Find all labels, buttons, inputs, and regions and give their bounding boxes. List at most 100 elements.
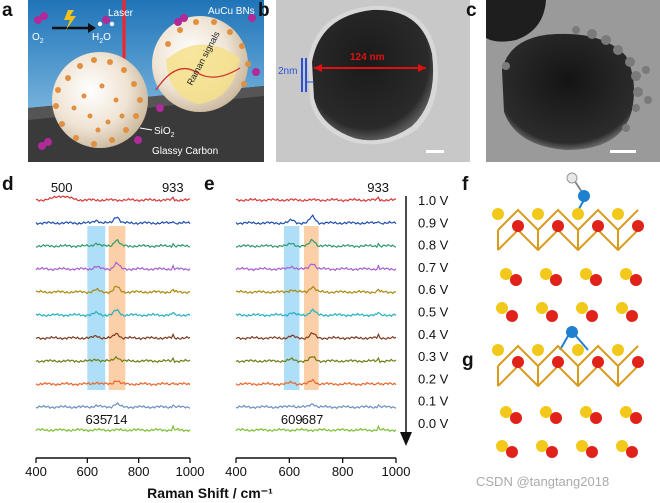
scale-bar [426, 150, 444, 153]
panel-label-c: c [466, 0, 477, 21]
sio2-label: SiO2 [154, 126, 175, 139]
panel-f [478, 170, 660, 330]
highlight-band [284, 226, 300, 390]
x-tick-label: 400 [25, 464, 47, 479]
series-line-10V [35, 195, 191, 203]
voltage-label: 0.3 V [418, 349, 449, 364]
nanoparticle [312, 9, 434, 141]
series-line-00V [235, 424, 397, 433]
gold-atoms [492, 344, 632, 452]
series-line-06V [35, 285, 191, 295]
panel-g [478, 320, 660, 470]
x-axis-label: Raman Shift / cm⁻¹ [147, 485, 273, 501]
crystal-model-g [492, 326, 644, 458]
surface-lattice [497, 344, 639, 388]
panel-label-f: f [462, 174, 469, 195]
series-line-03V [235, 356, 397, 364]
copper-atoms [506, 220, 644, 322]
o2-molecule-icon [34, 16, 42, 24]
series-line-05V [235, 308, 397, 318]
peak-label: 635 [85, 412, 107, 427]
panel-b: 124 nm 2nm [276, 0, 470, 162]
peak-label: 687 [302, 412, 324, 427]
x-tick-label: 400 [225, 464, 247, 479]
voltage-label: 0.6 V [418, 282, 449, 297]
voltage-label: 0.1 V [418, 394, 449, 409]
series-line-07V [35, 261, 191, 272]
voltage-label: 0.2 V [418, 371, 449, 386]
panel-label-d: d [2, 174, 14, 195]
series-line-03V [35, 355, 191, 364]
highlight-band [87, 226, 106, 390]
x-tick-label: 600 [76, 464, 98, 479]
series-line-01V [35, 401, 191, 410]
watermark: CSDN @tangtang2018 [476, 474, 610, 489]
series-line-09V [235, 214, 397, 226]
hydrogen-atom [566, 172, 578, 184]
x-tick-label: 600 [278, 464, 300, 479]
nanoparticle-cluster [502, 33, 634, 150]
x-tick-label: 1000 [382, 464, 411, 479]
panel-c [486, 0, 660, 162]
diameter-label: 124 nm [350, 52, 385, 63]
bns-sphere-large [52, 52, 148, 148]
series-line-09V [35, 216, 191, 226]
voltage-label: 0.8 V [418, 238, 449, 253]
series-line-05V [35, 308, 191, 318]
shell-thickness-label: 2nm [278, 66, 297, 77]
series-line-04V [35, 332, 191, 341]
h2o-molecule-icon [102, 16, 110, 24]
copper-atoms [506, 356, 644, 458]
voltage-label: 0.0 V [418, 416, 449, 431]
lightning-icon [64, 10, 76, 30]
schematic-illustration: O2 H2O Laser AuCu BNs Raman signals SiO2… [28, 0, 264, 162]
panel-a: O2 H2O Laser AuCu BNs Raman signals SiO2… [28, 0, 264, 162]
panel-label-b: b [258, 0, 270, 21]
surface-lattice [497, 208, 639, 252]
x-tick-label: 800 [332, 464, 354, 479]
series-line-02V [235, 378, 397, 387]
crystal-model-f [492, 172, 644, 322]
voltage-label: 0.9 V [418, 215, 449, 230]
tem-image-c [486, 0, 660, 162]
spectrum-panel-e: 400 600 800 1000 609 687 933 [225, 180, 410, 479]
raman-signal-wave [155, 67, 241, 91]
voltage-label: 0.4 V [418, 327, 449, 342]
panel-label-g: g [462, 350, 474, 371]
oxygen-molecules [38, 14, 260, 150]
o2-label: O2 [32, 32, 44, 45]
panel-label-a: a [2, 0, 13, 21]
series-line-08V [235, 238, 397, 249]
voltage-label: 0.7 V [418, 260, 449, 275]
h2o-label: H2O [92, 32, 111, 45]
peak-annotation: 933 [162, 180, 184, 195]
x-tick-label: 1000 [176, 464, 205, 479]
adsorbed-oxygen [578, 190, 590, 202]
series-line-06V [235, 285, 397, 295]
laser-label: Laser [108, 8, 134, 19]
series-line-01V [235, 403, 397, 410]
au-cu-particles [53, 19, 251, 147]
voltage-arrow-head [400, 432, 412, 446]
peak-label: 609 [281, 412, 303, 427]
tem-image-b: 124 nm 2nm [276, 0, 470, 162]
bns-label: AuCu BNs [208, 6, 255, 17]
highlight-band [304, 226, 319, 390]
voltage-axis: 1.0 V 0.9 V 0.8 V 0.7 V 0.6 V 0.5 V 0.4 V 0.3 V… [400, 193, 449, 446]
highlight-band [108, 226, 126, 390]
series-line-04V [235, 331, 397, 341]
series-line-07V [235, 263, 397, 272]
peak-label: 714 [106, 412, 128, 427]
series-line-00V [35, 424, 191, 433]
small-particles [502, 26, 652, 132]
series-line-08V [35, 238, 191, 249]
substrate-label: Glassy Carbon [152, 146, 218, 157]
peak-annotation: 933 [367, 180, 389, 195]
peak-annotation: 500 [51, 180, 73, 195]
gold-atoms [492, 208, 632, 314]
x-tick-label: 800 [128, 464, 150, 479]
voltage-label: 0.5 V [418, 305, 449, 320]
